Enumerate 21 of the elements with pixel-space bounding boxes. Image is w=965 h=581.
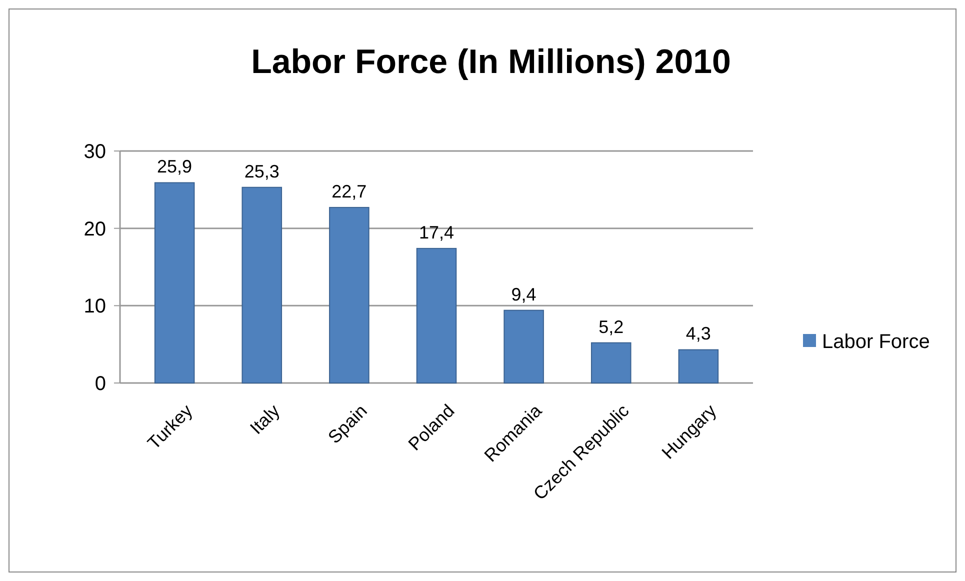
chart-title: Labor Force (In Millions) 2010 xyxy=(251,43,731,81)
data-label: 9,4 xyxy=(511,284,536,304)
bar xyxy=(416,248,457,384)
bar xyxy=(678,349,719,384)
x-tick-label: Italy xyxy=(246,400,284,438)
data-label: 25,9 xyxy=(157,156,192,177)
bar xyxy=(590,342,632,384)
y-tick-label: 10 xyxy=(84,296,106,318)
y-tick-label: 30 xyxy=(84,141,106,163)
bar xyxy=(504,310,544,384)
bar xyxy=(154,182,195,384)
bar xyxy=(329,206,370,384)
y-tick-label: 0 xyxy=(94,373,106,395)
y-tick-label: 20 xyxy=(84,218,106,240)
data-label: 22,7 xyxy=(332,181,367,202)
bar xyxy=(242,186,282,384)
data-label: 5,2 xyxy=(598,316,624,337)
data-label: 17,4 xyxy=(418,222,454,242)
data-label: 25,3 xyxy=(244,161,280,182)
data-label: 4,3 xyxy=(686,324,711,344)
legend-label: Labor Force xyxy=(822,331,930,353)
